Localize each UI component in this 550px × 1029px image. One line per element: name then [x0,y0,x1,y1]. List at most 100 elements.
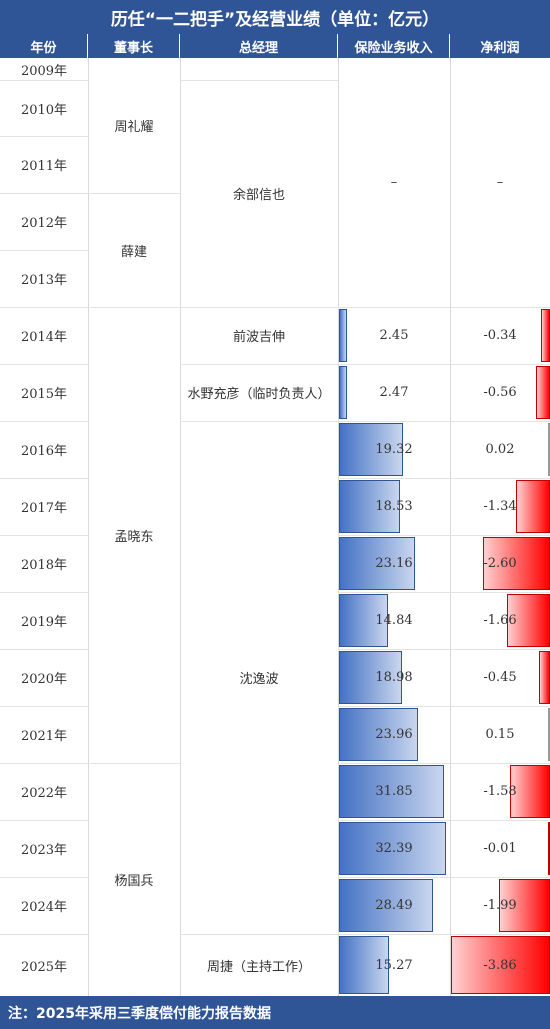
revenue-bar [339,594,388,647]
profit-label: -2.60 [483,556,517,571]
row-divider [338,877,550,878]
chairman-cell: 周礼耀 [114,120,154,135]
revenue-bar [339,423,403,476]
row-divider [0,535,88,536]
year-cell: 2019年 [20,615,68,630]
gm-cell: 前波吉伸 [232,330,285,345]
profit-label: 0.15 [485,727,515,742]
year-cell: 2010年 [20,102,68,118]
revenue-label: 19.32 [375,442,413,457]
profit-label: 0.02 [485,442,515,457]
row-divider [338,934,550,935]
gm-cell: 余部信也 [232,188,285,203]
profit-label: -1.58 [483,784,517,799]
header-row: 年份 董事长 总经理 保险业务收入 净利润 [0,34,550,58]
profit-label: -1.66 [483,613,517,628]
year-cell: 2024年 [20,900,68,915]
revenue-label: 18.53 [375,499,413,514]
profit-label: -0.34 [483,328,517,343]
chairman-cell: 杨国兵 [114,874,154,889]
year-cell: 2021年 [20,729,68,744]
profit-label: -3.86 [483,957,517,973]
profit-bar [451,936,550,994]
row-divider [0,364,88,365]
row-divider [338,478,550,479]
row-divider [338,535,550,536]
row-divider [0,193,88,194]
revenue-bar [339,708,418,761]
header-revenue: 保险业务收入 [338,34,450,58]
revenue-label: 2.47 [379,385,409,400]
chairman-cell: 薛建 [120,244,147,260]
revenue-label: 32.39 [375,841,413,856]
year-cell: 2015年 [20,387,68,402]
revenue-label: 31.85 [375,784,413,799]
row-divider [0,478,88,479]
gm-cell: 水野充彦（临时负责人） [187,387,331,402]
row-divider [180,307,338,308]
revenue-empty: – [390,175,398,190]
revenue-label: 2.45 [379,328,409,343]
year-cell: 2020年 [20,672,68,687]
row-divider [180,80,338,81]
revenue-bar [339,879,433,932]
row-divider [0,934,88,935]
row-divider [338,649,550,650]
gm-cell: 沈逸波 [239,672,279,687]
profit-label: -0.45 [483,670,517,685]
row-divider [180,364,338,365]
row-divider [0,706,88,707]
table-title: 历任“一二把手”及经营业绩（单位：亿元） [0,0,550,34]
profit-bar [509,765,550,818]
row-divider [0,136,88,137]
row-divider [338,763,550,764]
header-gm: 总经理 [180,34,338,58]
year-cell: 2022年 [20,786,68,801]
year-cell: 2009年 [20,63,68,79]
row-divider [0,820,88,821]
revenue-label: 18.98 [375,670,413,685]
column-divider [450,58,451,996]
revenue-bar [339,936,390,994]
year-cell: 2014年 [20,330,68,345]
revenue-label: 23.16 [375,556,413,571]
gm-cell: 周捷（主持工作） [206,959,311,975]
row-divider [0,649,88,650]
year-cell: 2017年 [20,501,68,516]
row-divider [88,763,180,764]
year-cell: 2025年 [20,959,68,975]
column-divider [180,58,181,996]
column-divider [88,58,89,996]
column-divider [338,58,339,996]
row-divider [338,820,550,821]
revenue-bar [339,765,444,818]
footnote: 注：2025年采用三季度偿付能力报告数据 [0,996,550,1029]
row-divider [0,592,88,593]
revenue-bar [339,309,348,362]
profit-empty: – [496,175,504,190]
revenue-label: 14.84 [375,613,413,628]
profit-bar [535,366,550,419]
row-divider [338,706,550,707]
year-cell: 2016年 [20,444,68,459]
row-divider [88,193,180,194]
year-cell: 2023年 [20,843,68,858]
profit-label: -0.56 [483,385,517,400]
profit-label: -0.01 [483,841,517,856]
header-chairman: 董事长 [88,34,180,58]
year-cell: 2013年 [20,273,68,288]
profit-bar [483,537,550,590]
row-divider [0,307,88,308]
header-profit: 净利润 [480,40,520,56]
row-divider [180,934,338,935]
profit-label: -1.34 [483,499,517,514]
profit-label: -1.99 [483,898,517,913]
row-divider [0,877,88,878]
header-year: 年份 [0,34,88,58]
revenue-label: 23.96 [375,727,413,742]
revenue-bar [339,651,402,704]
revenue-bar [339,366,348,419]
profit-bar [507,594,550,647]
revenue-label: 15.27 [375,957,413,973]
